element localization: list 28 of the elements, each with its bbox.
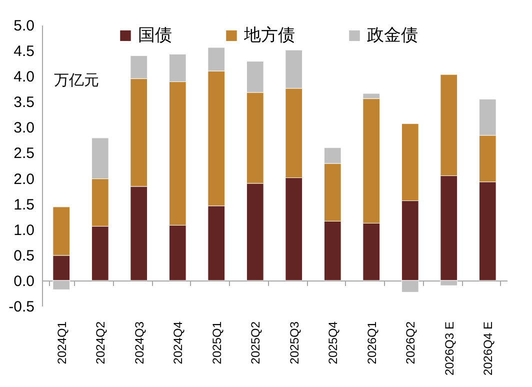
x-tick-label: 2024Q1: [54, 321, 69, 364]
y-tick-label: 2.5: [14, 145, 34, 162]
x-tick-label: 2026Q3 E: [442, 322, 456, 376]
x-tick-label: 2024Q2: [94, 321, 108, 364]
y-tick-label: 2.0: [14, 170, 34, 188]
y-tick-label: 1.5: [14, 196, 34, 214]
y-tick-label: 0.5: [14, 247, 34, 264]
x-tick-label: 2026Q1: [364, 321, 379, 364]
x-tick-label: 2025Q3: [287, 321, 302, 364]
legend-label: 地方债: [243, 26, 295, 45]
x-tick-label: 2025Q4: [326, 321, 340, 364]
y-tick-label: 3.5: [14, 94, 34, 112]
x-tick-label: 2026Q4 E: [481, 322, 496, 376]
x-tick-label: 2025Q1: [210, 321, 224, 364]
y-tick-label: 0.0: [14, 272, 34, 290]
x-tick-label: 2026Q2: [404, 321, 418, 364]
legend-label: 政金债: [367, 26, 418, 45]
y-tick-label: 5.0: [14, 18, 34, 34]
x-tick-label: 2025Q2: [248, 321, 263, 364]
y-tick-label: 4.5: [14, 43, 34, 60]
y-tick-label: 3.0: [14, 120, 34, 137]
x-tick-label: 2024Q4: [171, 321, 186, 364]
x-tick-label: 2024Q3: [132, 321, 146, 364]
y-tick-label: -0.5: [8, 298, 34, 316]
legend-label: 国债: [138, 26, 172, 45]
y-tick-label: 1.0: [14, 222, 34, 239]
annotation: 万亿元: [54, 72, 99, 89]
y-tick-label: 4.0: [14, 68, 34, 86]
